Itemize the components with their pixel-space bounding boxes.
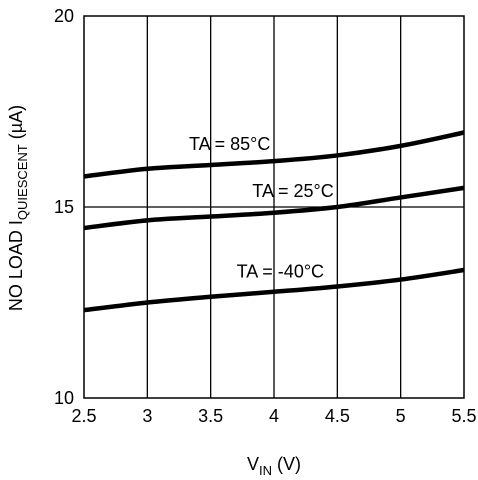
y-axis-label-sub: QUIESCENT [15, 144, 30, 220]
series-labels: TA = 85°C TA = 25°C TA = -40°C [189, 134, 334, 281]
x-axis-label-unit: (V) [272, 454, 301, 474]
x-tick-label: 5.5 [451, 406, 476, 426]
series-line-2 [83, 267, 465, 313]
x-tick-labels: 2.5 3 3.5 4 4.5 5 5.5 [71, 406, 476, 426]
y-tick-labels: 10 15 20 [54, 6, 74, 408]
y-tick-label: 15 [54, 197, 74, 217]
series-label-0: TA = 85°C [189, 134, 270, 154]
x-axis-label-main: V [247, 454, 259, 474]
y-tick-label: 20 [54, 6, 74, 26]
x-tick-label: 5 [396, 406, 406, 426]
y-axis-label-main: NO LOAD I [6, 220, 26, 311]
x-tick-label: 3 [142, 406, 152, 426]
grid [84, 16, 464, 398]
x-tick-label: 3.5 [198, 406, 223, 426]
y-axis-label: NO LOAD IQUIESCENT (µA) [6, 105, 30, 311]
series-line-0 [83, 130, 465, 179]
series-label-2: TA = -40°C [237, 261, 324, 281]
plot-frame [83, 15, 465, 399]
y-tick-label: 10 [54, 388, 74, 408]
x-axis-label: VIN (V) [247, 454, 301, 478]
series-line-1 [83, 185, 465, 231]
x-axis-label-sub: IN [259, 463, 272, 478]
series-lines [83, 130, 465, 313]
x-tick-label: 4 [269, 406, 279, 426]
series-label-1: TA = 25°C [252, 181, 333, 201]
x-tick-label: 4.5 [325, 406, 350, 426]
x-tick-label: 2.5 [71, 406, 96, 426]
y-axis-label-unit: (µA) [6, 105, 26, 144]
